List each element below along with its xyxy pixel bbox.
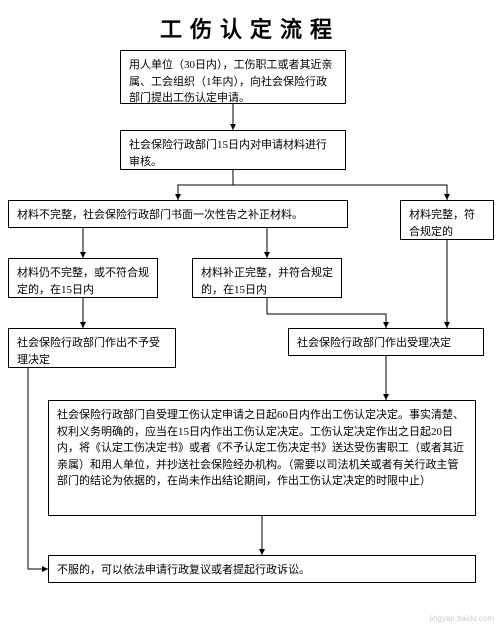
node-accept: 社会保险行政部门作出受理决定 bbox=[288, 328, 484, 356]
node-complete: 材料完整，符合规定的 bbox=[400, 200, 494, 240]
node-reject: 社会保险行政部门作出不予受理决定 bbox=[8, 328, 176, 368]
node-apply: 用人单位（30日内），工伤职工或者其近亲属、工会组织（1年内），向社会保险行政部… bbox=[120, 50, 346, 104]
page-title: 工伤认定流程 bbox=[0, 0, 500, 52]
node-still-incomplete: 材料仍不完整，或不符合规定的，在15日内 bbox=[8, 258, 158, 298]
node-incomplete: 材料不完整，社会保险行政部门书面一次性告之补正材料。 bbox=[8, 200, 348, 228]
watermark: jingyan.baidu.com bbox=[430, 614, 494, 623]
node-appeal: 不服的，可以依法申请行政复议或者提起行政诉讼。 bbox=[48, 555, 476, 583]
node-decision: 社会保险行政部门自受理工伤认定申请之日起60日内作出工伤认定决定。事实清楚、权利… bbox=[48, 400, 476, 516]
node-review: 社会保险行政部门15日内对申请材料进行审核。 bbox=[120, 130, 346, 170]
node-completed: 材料补正完整，并符合规定的，在15日内 bbox=[192, 258, 342, 298]
